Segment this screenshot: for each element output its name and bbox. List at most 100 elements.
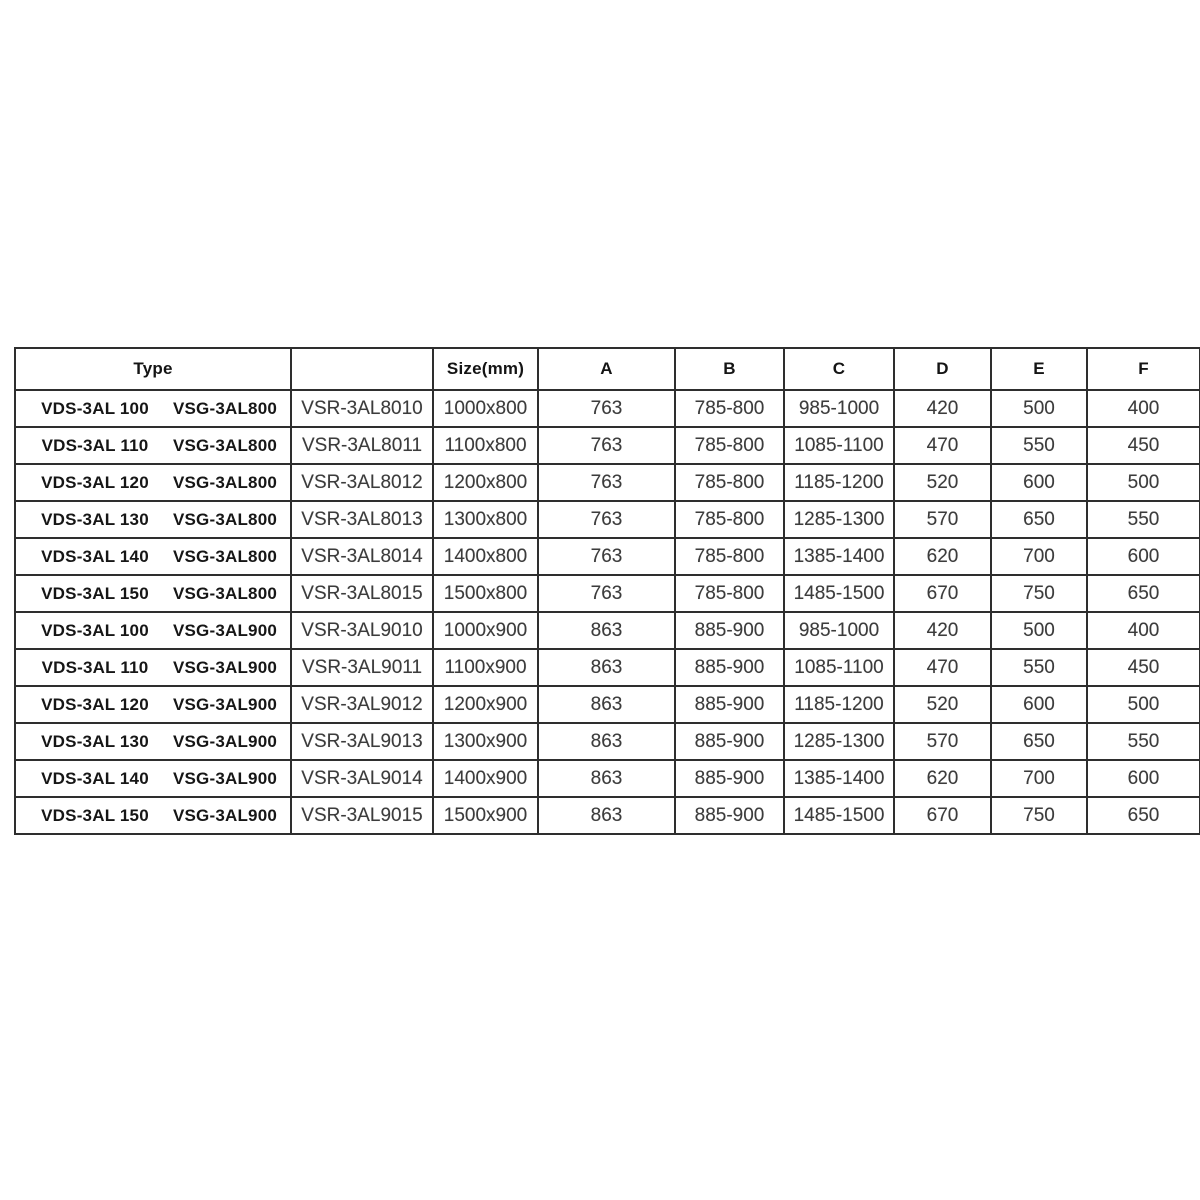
type-vds-label: VDS-3AL 150 [41,583,149,603]
table-row: VDS-3AL 120 VSG-3AL900 VSR-3AL9012 1200x… [14,685,1200,724]
size-cell: 1000x800 [432,389,539,428]
type-cell: VDS-3AL 130 VSG-3AL800 [14,500,292,539]
type-cell: VDS-3AL 140 VSG-3AL800 [14,537,292,576]
value-d-cell: 470 [893,648,992,687]
value-d-cell: 470 [893,426,992,465]
value-f-cell: 500 [1086,685,1200,724]
size-cell: 1500x800 [432,574,539,613]
value-e-cell: 650 [990,722,1088,761]
value-f-cell: 400 [1086,611,1200,650]
type-cell: VDS-3AL 130 VSG-3AL900 [14,722,292,761]
value-c-cell: 985-1000 [783,389,895,428]
value-a-cell: 863 [537,648,676,687]
header-row: Type Size(mm) A B C D E F [14,347,1200,391]
model-cell: VSR-3AL9012 [290,685,434,724]
value-c-cell: 1385-1400 [783,759,895,798]
type-pair: VDS-3AL 130 VSG-3AL900 [17,731,289,752]
value-c-cell: 1185-1200 [783,685,895,724]
value-c-cell: 985-1000 [783,611,895,650]
type-cell: VDS-3AL 110 VSG-3AL900 [14,648,292,687]
model-cell: VSR-3AL9013 [290,722,434,761]
col-header-f: F [1086,347,1200,391]
type-vsg-label: VSG-3AL800 [172,398,278,418]
type-pair: VDS-3AL 120 VSG-3AL900 [17,694,289,715]
value-b-cell: 785-800 [674,463,785,502]
type-vds-label: VDS-3AL 130 [41,509,149,529]
value-c-cell: 1485-1500 [783,796,895,835]
model-cell: VSR-3AL8010 [290,389,434,428]
model-cell: VSR-3AL9010 [290,611,434,650]
table-row: VDS-3AL 100 VSG-3AL900 VSR-3AL9010 1000x… [14,611,1200,650]
value-a-cell: 863 [537,722,676,761]
model-cell: VSR-3AL8013 [290,500,434,539]
value-b-cell: 785-800 [674,500,785,539]
value-b-cell: 785-800 [674,389,785,428]
value-b-cell: 885-900 [674,759,785,798]
value-c-cell: 1085-1100 [783,648,895,687]
value-a-cell: 863 [537,685,676,724]
type-vsg-label: VSG-3AL800 [172,472,278,492]
type-vds-label: VDS-3AL 140 [41,768,149,788]
value-d-cell: 570 [893,722,992,761]
type-cell: VDS-3AL 150 VSG-3AL900 [14,796,292,835]
value-f-cell: 550 [1086,500,1200,539]
value-e-cell: 750 [990,796,1088,835]
value-f-cell: 600 [1086,537,1200,576]
table-row: VDS-3AL 140 VSG-3AL800 VSR-3AL8014 1400x… [14,537,1200,576]
model-cell: VSR-3AL8011 [290,426,434,465]
model-cell: VSR-3AL8015 [290,574,434,613]
value-b-cell: 885-900 [674,648,785,687]
value-f-cell: 550 [1086,722,1200,761]
value-f-cell: 500 [1086,463,1200,502]
type-vsg-label: VSG-3AL800 [172,546,278,566]
type-pair: VDS-3AL 120 VSG-3AL800 [17,472,289,493]
table-row: VDS-3AL 120 VSG-3AL800 VSR-3AL8012 1200x… [14,463,1200,502]
model-cell: VSR-3AL9015 [290,796,434,835]
col-header-b: B [674,347,785,391]
value-b-cell: 885-900 [674,796,785,835]
type-cell: VDS-3AL 100 VSG-3AL800 [14,389,292,428]
spec-table: Type Size(mm) A B C D E F VDS-3AL 100 VS… [14,347,1200,835]
value-a-cell: 763 [537,389,676,428]
type-cell: VDS-3AL 120 VSG-3AL800 [14,463,292,502]
value-e-cell: 650 [990,500,1088,539]
value-e-cell: 550 [990,648,1088,687]
value-f-cell: 400 [1086,389,1200,428]
type-vsg-label: VSG-3AL900 [172,694,278,714]
col-header-e: E [990,347,1088,391]
table-row: VDS-3AL 130 VSG-3AL800 VSR-3AL8013 1300x… [14,500,1200,539]
type-vsg-label: VSG-3AL900 [172,657,278,677]
value-c-cell: 1185-1200 [783,463,895,502]
value-d-cell: 420 [893,611,992,650]
value-e-cell: 700 [990,537,1088,576]
value-c-cell: 1385-1400 [783,537,895,576]
type-cell: VDS-3AL 150 VSG-3AL800 [14,574,292,613]
type-vds-label: VDS-3AL 140 [41,546,149,566]
type-vds-label: VDS-3AL 100 [41,620,149,640]
type-cell: VDS-3AL 100 VSG-3AL900 [14,611,292,650]
value-b-cell: 785-800 [674,574,785,613]
value-a-cell: 863 [537,796,676,835]
type-pair: VDS-3AL 140 VSG-3AL900 [17,768,289,789]
type-vsg-label: VSG-3AL900 [172,805,278,825]
value-f-cell: 600 [1086,759,1200,798]
value-d-cell: 520 [893,685,992,724]
table-row: VDS-3AL 130 VSG-3AL900 VSR-3AL9013 1300x… [14,722,1200,761]
col-header-c: C [783,347,895,391]
value-d-cell: 670 [893,796,992,835]
model-cell: VSR-3AL9011 [290,648,434,687]
type-vsg-label: VSG-3AL900 [172,731,278,751]
size-cell: 1300x800 [432,500,539,539]
table-row: VDS-3AL 140 VSG-3AL900 VSR-3AL9014 1400x… [14,759,1200,798]
value-a-cell: 763 [537,463,676,502]
size-cell: 1200x900 [432,685,539,724]
value-e-cell: 500 [990,611,1088,650]
table-row: VDS-3AL 100 VSG-3AL800 VSR-3AL8010 1000x… [14,389,1200,428]
col-header-d: D [893,347,992,391]
type-pair: VDS-3AL 140 VSG-3AL800 [17,546,289,567]
value-b-cell: 885-900 [674,722,785,761]
value-c-cell: 1485-1500 [783,574,895,613]
value-d-cell: 570 [893,500,992,539]
type-pair: VDS-3AL 130 VSG-3AL800 [17,509,289,530]
value-e-cell: 750 [990,574,1088,613]
